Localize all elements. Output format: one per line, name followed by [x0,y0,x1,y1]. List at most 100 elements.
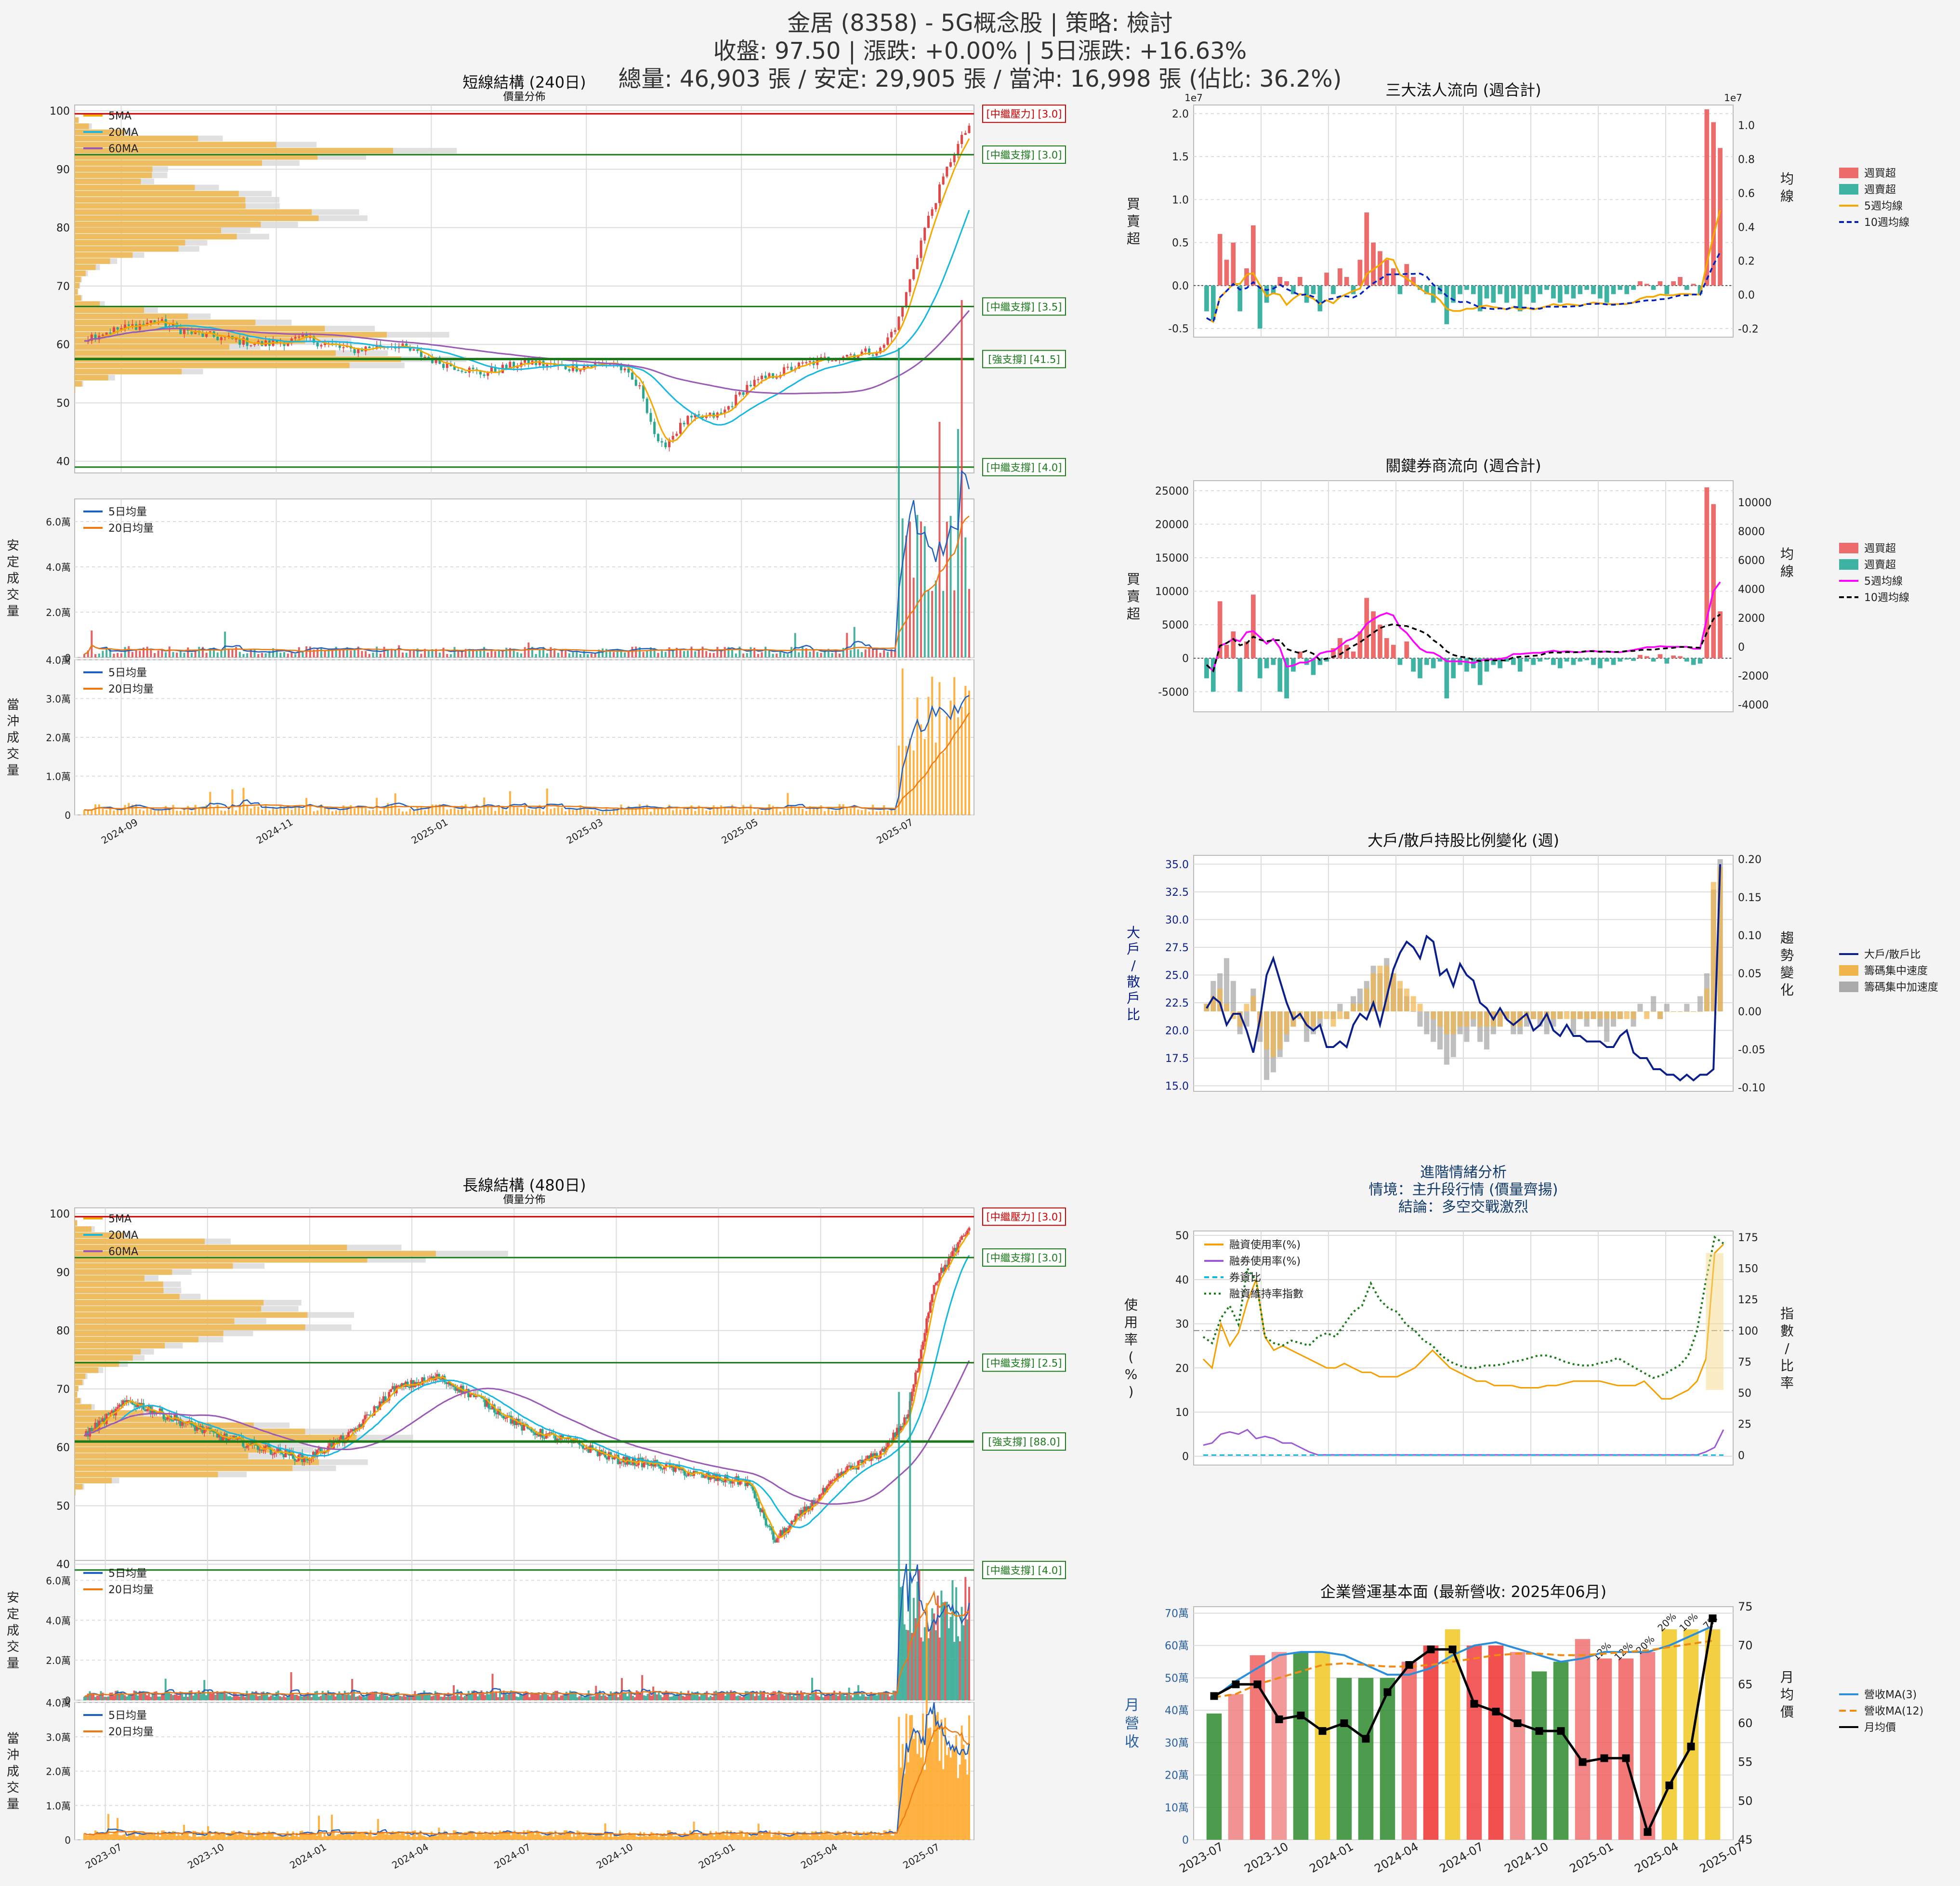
candle-body [704,1476,707,1478]
volume-bar [476,1696,479,1700]
daytrade-bar [490,807,493,815]
volume-bar [776,1694,778,1700]
volume-bar [706,1691,708,1700]
flow-bar [1598,658,1603,668]
daytrade-bar [250,808,252,815]
volume-profile-bar [75,1453,249,1459]
candle-body [233,1436,236,1439]
volume-bar [534,1693,536,1700]
daytrade-bar [91,810,93,815]
volume-bar [889,1696,891,1700]
volume-bar [446,654,448,657]
volume-bar [535,654,537,657]
legend-entry: 10週均線 [1864,592,1909,604]
candle-body [792,1520,795,1522]
volume-bar [168,1691,171,1700]
daytrade-bar [349,1832,352,1840]
chart-subtitle: 情境：主升段行情 (價量齊揚) [1369,1181,1558,1198]
speed-bar [1330,1011,1336,1027]
daytrade-bar [175,1835,178,1840]
ma20-line [84,210,970,426]
daytrade-bar [224,1834,226,1840]
candle-body [120,328,123,330]
volume-bar [876,1695,878,1700]
y-tick-label: 50 [56,1500,70,1512]
volume-profile-bar [75,1386,79,1391]
speed-bar [1664,1011,1670,1012]
candle-body [968,125,971,133]
candle-body [442,364,445,368]
daytrade-bar [649,812,652,815]
daytrade-bar [575,1836,577,1840]
volume-bar [296,1694,298,1700]
flow-bar [1564,285,1569,294]
daytrade-bar [139,809,141,815]
candle-body [822,1488,825,1494]
daytrade-bar [861,810,863,815]
volume-profile-bar [75,350,336,356]
volume-bar [606,1697,608,1700]
speed-bar [1270,1011,1276,1057]
candle-body [568,369,571,371]
candle-body [829,1481,832,1484]
daytrade-bar [372,810,374,815]
volume-bar [135,650,137,657]
volume-bar [305,1693,307,1700]
volume-bar [627,651,630,657]
daytrade-bar [850,1834,852,1840]
flow-bar [1231,631,1236,658]
volume-bar [896,1691,898,1700]
candle-body [611,1456,614,1460]
daytrade-bar [157,1832,159,1840]
volume-bar [719,1692,721,1700]
volume-bar [539,1695,542,1700]
flow-bar [1531,658,1536,665]
volume-bar [509,648,511,657]
candle-body [903,1417,906,1427]
candle-body [203,1430,206,1433]
vertical-label-char: 率 [1124,1332,1138,1348]
flow-bar [1598,285,1603,299]
volume-bar [418,1693,420,1700]
ma20-line [83,1255,970,1529]
candle-body [772,1530,775,1540]
x-tick-label: 2025-03 [565,816,605,847]
vertical-label-char: 交 [7,1781,19,1795]
candle-body [513,1420,516,1425]
volume-bar [711,1697,713,1700]
candle-body [210,1430,213,1432]
daytrade-bar [865,1835,867,1840]
daytrade-bar [429,1836,431,1840]
flow-bar [1638,281,1643,286]
candle-body [420,351,422,357]
volume-bar [770,1692,773,1700]
volume-bar [216,1691,219,1700]
flow-bar [1304,285,1309,303]
candle-body [690,416,693,418]
avg-price-marker [1210,1692,1218,1700]
y-tick-label: 15000 [1155,552,1189,564]
daytrade-bar [811,1831,814,1840]
daytrade-bar [402,811,404,815]
volume-bar [761,652,763,657]
volume-bar [949,1617,952,1700]
flow-bar [1311,285,1316,294]
daytrade-bar [620,804,622,815]
candle-body [757,379,760,380]
daytrade-bar [142,810,145,815]
vertical-label-char: 戶 [1127,990,1140,1006]
volume-bar [489,1690,492,1700]
candle-body [774,1540,776,1543]
daytrade-bar [109,1834,111,1840]
flow-bar [1711,122,1716,286]
daytrade-bar [602,1836,605,1840]
candle-body [826,1486,829,1493]
volume-bar [447,1692,449,1700]
volume-bar [591,654,593,657]
vertical-label-char: 戶 [1127,941,1140,957]
flow-bar [1404,264,1409,286]
volume-bar [390,649,393,657]
level-tag: [強支撐] [88.0] [982,1432,1066,1451]
avg-price-marker [1427,1645,1435,1653]
vertical-label-char: 交 [7,588,19,602]
